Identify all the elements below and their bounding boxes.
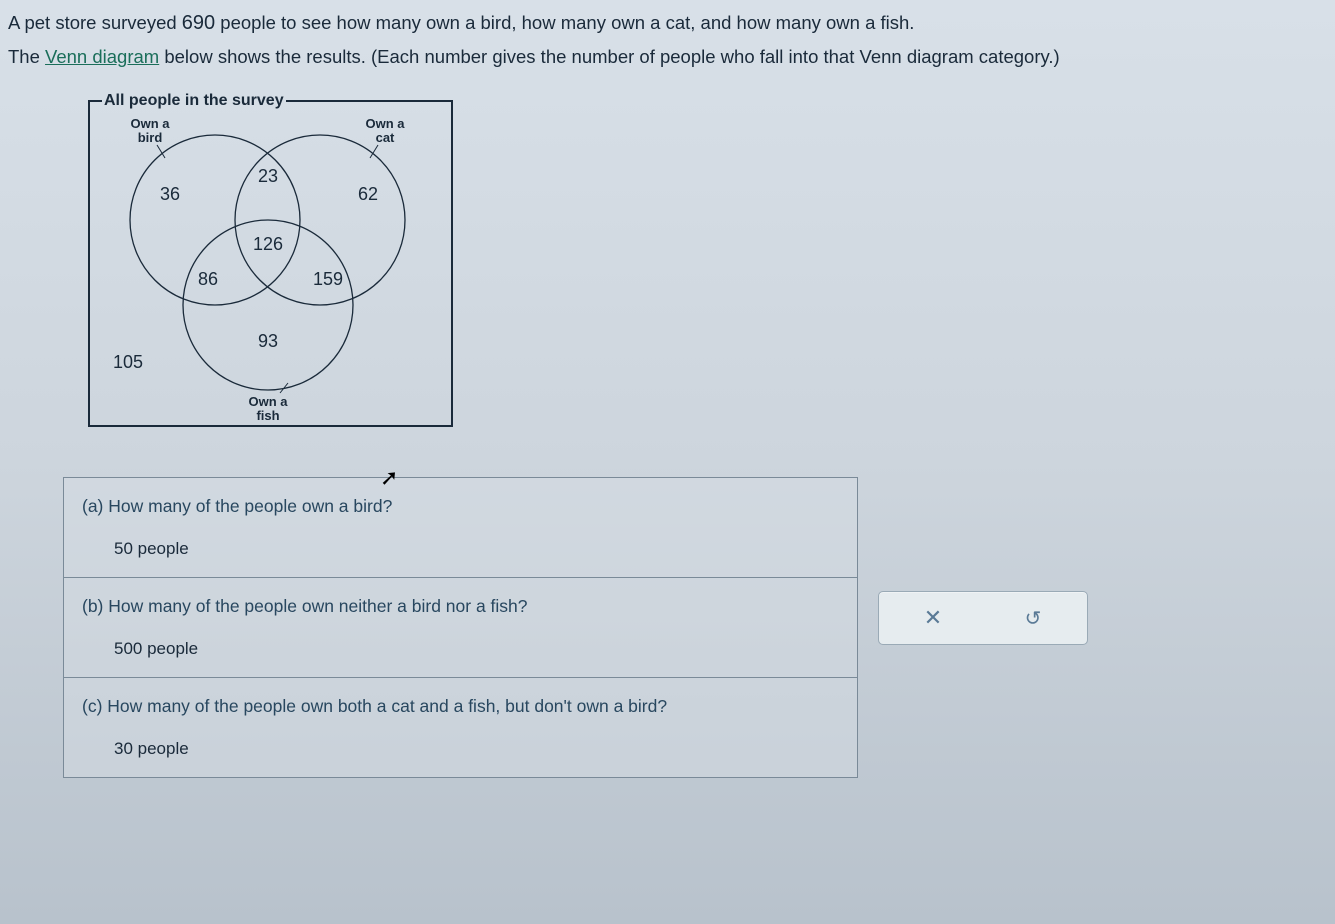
region-all-three: 126 xyxy=(253,234,283,254)
label-fish-l2: fish xyxy=(256,408,279,423)
survey-count: 690 xyxy=(182,12,215,34)
intro2-pre: The xyxy=(8,46,45,67)
intro2-post: below shows the results. (Each number gi… xyxy=(159,46,1059,67)
region-cat-only: 62 xyxy=(358,184,378,204)
question-c: (c) How many of the people own both a ca… xyxy=(82,696,841,717)
close-button[interactable]: ✕ xyxy=(883,596,983,640)
cursor-icon: ➚ xyxy=(380,465,398,491)
close-icon: ✕ xyxy=(924,605,942,631)
answers-table: (a) How many of the people own a bird? 5… xyxy=(63,477,858,778)
intro-text-post: people to see how many own a bird, how m… xyxy=(215,12,914,33)
region-cat-fish: 159 xyxy=(313,269,343,289)
question-row-a: (a) How many of the people own a bird? 5… xyxy=(64,478,857,578)
question-b-label: (b) xyxy=(82,596,103,616)
venn-diagram-link[interactable]: Venn diagram xyxy=(45,46,159,67)
region-fish-only: 93 xyxy=(258,331,278,351)
venn-svg: Own a bird Own a cat Own a fish 36 62 93… xyxy=(90,110,455,428)
question-row-c: (c) How many of the people own both a ca… xyxy=(64,678,857,777)
question-a-text: How many of the people own a bird? xyxy=(103,496,392,516)
reset-button[interactable]: ↺ xyxy=(983,596,1083,640)
question-a: (a) How many of the people own a bird? xyxy=(82,496,841,517)
region-bird-fish: 86 xyxy=(198,269,218,289)
reset-icon: ↺ xyxy=(1025,606,1042,631)
answer-a[interactable]: 50 people xyxy=(114,539,841,559)
problem-intro-1: A pet store surveyed 690 people to see h… xyxy=(8,10,1327,37)
action-buttons: ✕ ↺ xyxy=(878,591,1088,645)
venn-container: All people in the survey Own a bird Own … xyxy=(88,92,1327,427)
question-c-text: How many of the people own both a cat an… xyxy=(102,696,667,716)
label-cat-l1: Own a xyxy=(365,116,405,131)
venn-universe-label: All people in the survey xyxy=(102,92,286,110)
venn-fieldset: All people in the survey Own a bird Own … xyxy=(88,92,453,427)
label-bird-l1: Own a xyxy=(130,116,170,131)
answer-b[interactable]: 500 people xyxy=(114,639,841,659)
venn-svg-holder: Own a bird Own a cat Own a fish 36 62 93… xyxy=(90,110,451,425)
question-a-label: (a) xyxy=(82,496,103,516)
answer-c[interactable]: 30 people xyxy=(114,739,841,759)
region-bird-cat: 23 xyxy=(258,166,278,186)
question-row-b: (b) How many of the people own neither a… xyxy=(64,578,857,678)
label-fish-l1: Own a xyxy=(248,394,288,409)
label-bird-l2: bird xyxy=(138,130,163,145)
label-cat-l2: cat xyxy=(376,130,395,145)
question-c-label: (c) xyxy=(82,696,102,716)
region-bird-only: 36 xyxy=(160,184,180,204)
problem-intro-2: The Venn diagram below shows the results… xyxy=(8,45,1327,70)
question-b-text: How many of the people own neither a bir… xyxy=(103,596,527,616)
page-root: A pet store surveyed 690 people to see h… xyxy=(0,0,1335,788)
question-b: (b) How many of the people own neither a… xyxy=(82,596,841,617)
region-none: 105 xyxy=(113,352,143,372)
intro-text-pre: A pet store surveyed xyxy=(8,12,182,33)
